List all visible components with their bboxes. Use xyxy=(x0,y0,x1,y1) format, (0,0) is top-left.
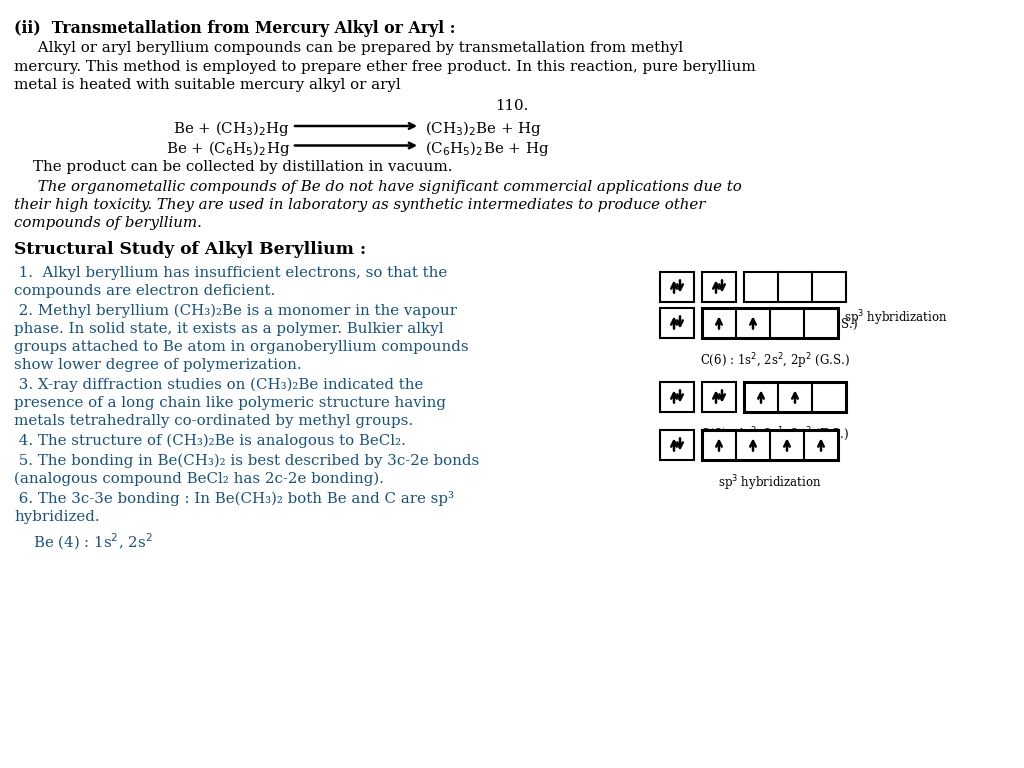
Bar xyxy=(660,429,694,459)
Text: compounds of beryllium.: compounds of beryllium. xyxy=(14,217,202,230)
Text: Be(4) : 1s$^2$, 2s$^1$, 2p$^1$ (E.S.): Be(4) : 1s$^2$, 2s$^1$, 2p$^1$ (E.S.) xyxy=(702,316,858,335)
Bar xyxy=(744,272,846,302)
Text: 6. The 3c-3e bonding : In Be(CH₃)₂ both Be and C are sp³: 6. The 3c-3e bonding : In Be(CH₃)₂ both … xyxy=(14,492,454,507)
Text: mercury. This method is employed to prepare ether free product. In this reaction: mercury. This method is employed to prep… xyxy=(14,59,756,74)
Text: 1.  Alkyl beryllium has insufficient electrons, so that the: 1. Alkyl beryllium has insufficient elec… xyxy=(14,266,447,280)
Bar xyxy=(702,382,736,412)
Text: Structural Study of Alkyl Beryllium :: Structural Study of Alkyl Beryllium : xyxy=(14,241,367,258)
Text: sp$^3$ hybridization: sp$^3$ hybridization xyxy=(719,474,821,493)
Text: C(6) : 1s$^2$, 2s$^2$, 2p$^2$ (G.S.): C(6) : 1s$^2$, 2s$^2$, 2p$^2$ (G.S.) xyxy=(700,352,850,371)
Text: 110.: 110. xyxy=(496,98,528,112)
Text: show lower degree of polymerization.: show lower degree of polymerization. xyxy=(14,357,302,372)
Text: Be + (C$_6$H$_5$)$_2$Hg: Be + (C$_6$H$_5$)$_2$Hg xyxy=(166,138,290,157)
Bar xyxy=(702,272,736,302)
Text: Be + (CH$_3$)$_2$Hg: Be + (CH$_3$)$_2$Hg xyxy=(173,119,290,138)
Bar xyxy=(660,272,694,302)
Bar xyxy=(660,307,694,337)
Text: metal is heated with suitable mercury alkyl or aryl: metal is heated with suitable mercury al… xyxy=(14,78,400,92)
Bar xyxy=(744,382,846,412)
Text: 4. The structure of (CH₃)₂Be is analogous to BeCl₂.: 4. The structure of (CH₃)₂Be is analogou… xyxy=(14,433,406,448)
Text: 5. The bonding in Be(CH₃)₂ is best described by 3c-2e bonds: 5. The bonding in Be(CH₃)₂ is best descr… xyxy=(14,453,479,468)
Text: their high toxicity. They are used in laboratory as synthetic intermediates to p: their high toxicity. They are used in la… xyxy=(14,198,706,212)
Text: The organometallic compounds of Be do not have significant commercial applicatio: The organometallic compounds of Be do no… xyxy=(14,180,741,194)
Bar xyxy=(702,429,838,459)
Text: metals tetrahedrally co-ordinated by methyl groups.: metals tetrahedrally co-ordinated by met… xyxy=(14,413,413,428)
Text: Be (4) : 1s$^2$, 2s$^2$: Be (4) : 1s$^2$, 2s$^2$ xyxy=(14,531,153,552)
Text: (CH$_3$)$_2$Be + Hg: (CH$_3$)$_2$Be + Hg xyxy=(425,119,542,138)
Text: groups attached to Be atom in organoberyllium compounds: groups attached to Be atom in organobery… xyxy=(14,339,469,353)
Text: (C$_6$H$_5$)$_2$Be + Hg: (C$_6$H$_5$)$_2$Be + Hg xyxy=(425,138,550,157)
Text: phase. In solid state, it exists as a polymer. Bulkier alkyl: phase. In solid state, it exists as a po… xyxy=(14,322,443,336)
Text: 2. Methyl beryllium (CH₃)₂Be is a monomer in the vapour: 2. Methyl beryllium (CH₃)₂Be is a monome… xyxy=(14,303,457,318)
Text: (analogous compound BeCl₂ has 2c-2e bonding).: (analogous compound BeCl₂ has 2c-2e bond… xyxy=(14,472,384,486)
Bar xyxy=(660,382,694,412)
Text: 3. X-ray diffraction studies on (CH₃)₂Be indicated the: 3. X-ray diffraction studies on (CH₃)₂Be… xyxy=(14,378,423,392)
Bar xyxy=(702,307,838,337)
Text: presence of a long chain like polymeric structure having: presence of a long chain like polymeric … xyxy=(14,396,446,409)
Text: compounds are electron deficient.: compounds are electron deficient. xyxy=(14,283,275,297)
Text: Alkyl or aryl beryllium compounds can be prepared by transmetallation from methy: Alkyl or aryl beryllium compounds can be… xyxy=(14,41,683,55)
Text: hybridized.: hybridized. xyxy=(14,509,99,524)
Text: The product can be collected by distillation in vacuum.: The product can be collected by distilla… xyxy=(14,160,453,174)
Text: (ii)  Transmetallation from Mercury Alkyl or Aryl :: (ii) Transmetallation from Mercury Alkyl… xyxy=(14,20,456,37)
Text: sp$^3$ hybridization: sp$^3$ hybridization xyxy=(844,309,947,328)
Text: C(6) : 1s$^2$, 2s$^1$, 2p$^3$ (E.S.): C(6) : 1s$^2$, 2s$^1$, 2p$^3$ (E.S.) xyxy=(700,425,849,445)
